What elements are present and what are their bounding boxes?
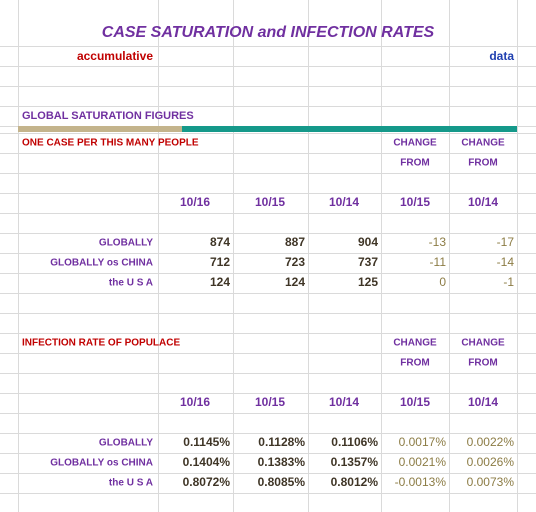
column-header: 10/16	[180, 195, 210, 209]
cell-value: 0.0017%	[399, 435, 447, 449]
cell-value: 737	[358, 255, 378, 269]
title: CASE SATURATION and INFECTION RATES	[102, 24, 435, 41]
cell-value: 0.1383%	[258, 455, 306, 469]
cell-value: 0.8072%	[183, 475, 231, 489]
change-header: CHANGE	[461, 138, 505, 149]
left-note: accumulative	[77, 49, 153, 63]
cell-value: 0.1128%	[258, 435, 305, 449]
cell-value: 0.1404%	[183, 455, 231, 469]
bar-tan	[18, 126, 182, 132]
column-header: 10/15	[400, 195, 430, 209]
change-header: FROM	[468, 158, 497, 169]
cell-value: 125	[358, 275, 378, 289]
row-label: GLOBALLY	[99, 238, 153, 249]
row-label: GLOBALLY	[99, 438, 153, 449]
cell-value: 0.0026%	[467, 455, 515, 469]
row-label: GLOBALLY os CHINA	[50, 258, 153, 269]
cell-value: -0.0013%	[395, 475, 447, 489]
cell-value: 887	[285, 235, 305, 249]
cell-value: 124	[285, 275, 305, 289]
row-label: the U S A	[109, 278, 153, 289]
column-header: 10/14	[329, 195, 359, 209]
cell-value: 0.1357%	[331, 455, 379, 469]
column-header: 10/15	[255, 395, 285, 409]
change-header: CHANGE	[461, 338, 505, 349]
change-header: FROM	[400, 358, 429, 369]
cell-value: 904	[358, 235, 378, 249]
cell-value: -17	[497, 235, 515, 249]
change-header: FROM	[468, 358, 497, 369]
cell-value: 0.0073%	[467, 475, 515, 489]
change-header: CHANGE	[393, 138, 437, 149]
cell-value: -14	[497, 255, 515, 269]
section-title: GLOBAL SATURATION FIGURES	[22, 110, 194, 122]
section-subtitle: INFECTION RATE OF POPULACE	[22, 338, 180, 349]
bar-teal	[182, 126, 517, 132]
column-header: 10/14	[468, 195, 498, 209]
column-header: 10/14	[468, 395, 498, 409]
column-header: 10/15	[400, 395, 430, 409]
cell-value: 0.0021%	[399, 455, 447, 469]
section-subtitle: ONE CASE PER THIS MANY PEOPLE	[22, 138, 199, 149]
cell-value: -11	[430, 255, 447, 269]
column-header: 10/15	[255, 195, 285, 209]
cell-value: 0.8012%	[331, 475, 379, 489]
row-label: GLOBALLY os CHINA	[50, 458, 153, 469]
cell-value: -1	[503, 275, 514, 289]
cell-value: 712	[210, 255, 230, 269]
cell-value: 0.1106%	[331, 435, 378, 449]
change-header: CHANGE	[393, 338, 437, 349]
change-header: FROM	[400, 158, 429, 169]
column-header: 10/14	[329, 395, 359, 409]
cell-value: 0.1145%	[183, 435, 230, 449]
cell-value: 874	[210, 235, 230, 249]
column-header: 10/16	[180, 395, 210, 409]
cell-value: -13	[429, 235, 447, 249]
cell-value: 0.8085%	[258, 475, 306, 489]
cell-value: 0.0022%	[467, 435, 515, 449]
cell-value: 0	[439, 275, 446, 289]
row-label: the U S A	[109, 478, 153, 489]
right-note: data	[489, 49, 514, 63]
cell-value: 723	[285, 255, 305, 269]
cell-value: 124	[210, 275, 230, 289]
